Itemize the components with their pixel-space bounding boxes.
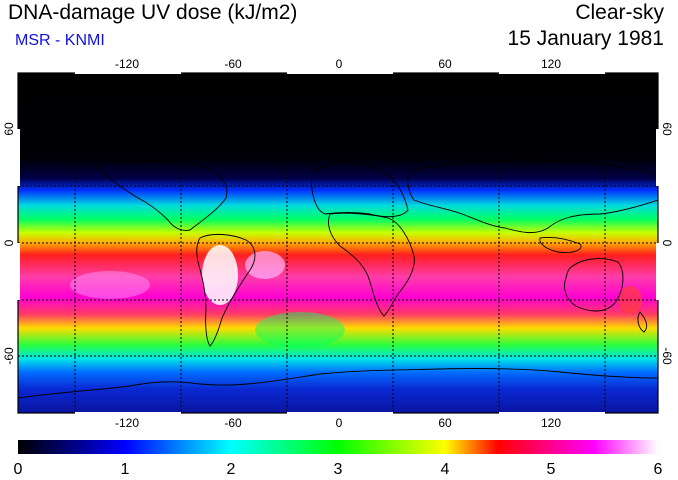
map-title: DNA-damage UV dose (kJ/m2) [8,1,298,24]
product-label: Clear-sky [575,1,664,24]
date-label: 15 January 1981 [507,27,664,50]
colorbar-label: 4 [441,461,450,478]
colorbar-label: 0 [14,461,23,478]
top-tick-label: -60 [224,57,242,71]
colorbar-label: 2 [227,461,236,478]
graticule [18,73,658,413]
right-tick-label: 60 [660,122,674,136]
colorbar-label: 1 [121,461,130,478]
bottom-tick-label: 120 [541,416,561,430]
colorbar [18,440,658,454]
right-tick-label: 0 [660,240,674,247]
colorbar-label: 3 [334,461,343,478]
right-tick-label: -60 [660,347,674,365]
bottom-tick-label: -60 [224,416,242,430]
frame-ticks [17,71,659,415]
left-tick-label: 0 [2,239,16,246]
bottom-tick-label: 60 [438,416,452,430]
left-tick-label: -60 [2,347,16,365]
uv-anomalies [70,245,642,348]
top-tick-label: 0 [336,57,343,71]
bottom-tick-label: 0 [336,416,343,430]
left-tick-label: 60 [2,122,16,136]
top-tick-label: 120 [541,57,561,71]
colorbar-label: 6 [654,461,663,478]
colorbar-label: 5 [547,461,556,478]
top-tick-label: 60 [438,57,452,71]
top-tick-label: -120 [115,57,139,71]
bottom-tick-label: -120 [115,416,139,430]
source-label: MSR - KNMI [15,32,105,49]
coastlines [18,159,658,399]
